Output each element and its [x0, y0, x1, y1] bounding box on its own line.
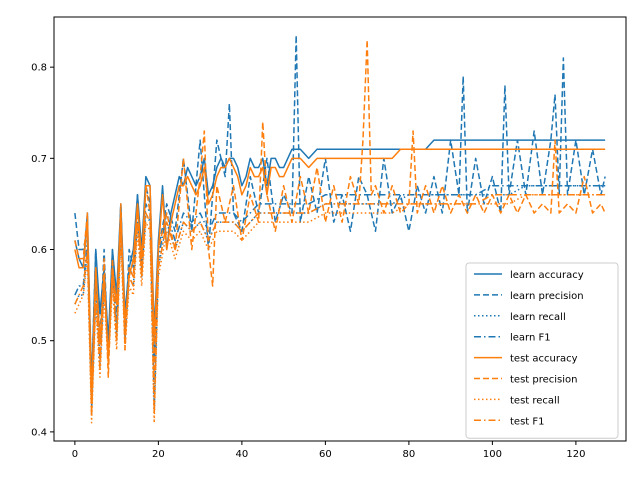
- y-tick-label: 0.4: [31, 427, 47, 438]
- y-axis: 0.4 0.5 0.6 0.7 0.8: [31, 63, 54, 438]
- legend-label-test-precision: test precision: [510, 375, 578, 386]
- x-tick-label: 40: [236, 449, 249, 460]
- legend-label-test-accuracy: test accuracy: [510, 354, 578, 365]
- legend-label-learn-recall: learn recall: [510, 312, 566, 323]
- legend: learn accuracy learn precision learn recal…: [465, 262, 619, 439]
- y-tick-label: 0.5: [31, 336, 47, 347]
- x-tick-label: 120: [566, 449, 585, 460]
- legend-label-test-f1: test F1: [510, 416, 545, 427]
- y-tick-label: 0.7: [31, 154, 47, 165]
- legend-label-test-recall: test recall: [510, 395, 560, 406]
- legend-label-learn-precision: learn precision: [510, 291, 584, 302]
- legend-box: [465, 262, 619, 439]
- y-tick-label: 0.6: [31, 245, 47, 256]
- legend-label-learn-accuracy: learn accuracy: [510, 270, 584, 281]
- x-tick-label: 80: [403, 449, 416, 460]
- x-tick-label: 0: [72, 449, 78, 460]
- x-axis: 0 20 40 60 80 100 120: [72, 441, 585, 460]
- y-tick-label: 0.8: [31, 63, 47, 74]
- series-layer: [74, 34, 606, 424]
- axes-frame: [53, 16, 627, 442]
- series-line-test-precision: [74, 39, 606, 415]
- x-tick-label: 20: [152, 449, 165, 460]
- legend-label-learn-f1: learn F1: [510, 333, 551, 344]
- x-tick-label: 100: [483, 449, 502, 460]
- series-line-test-f1: [74, 194, 606, 415]
- series-line-learn-precision: [74, 34, 606, 388]
- x-tick-label: 60: [319, 449, 332, 460]
